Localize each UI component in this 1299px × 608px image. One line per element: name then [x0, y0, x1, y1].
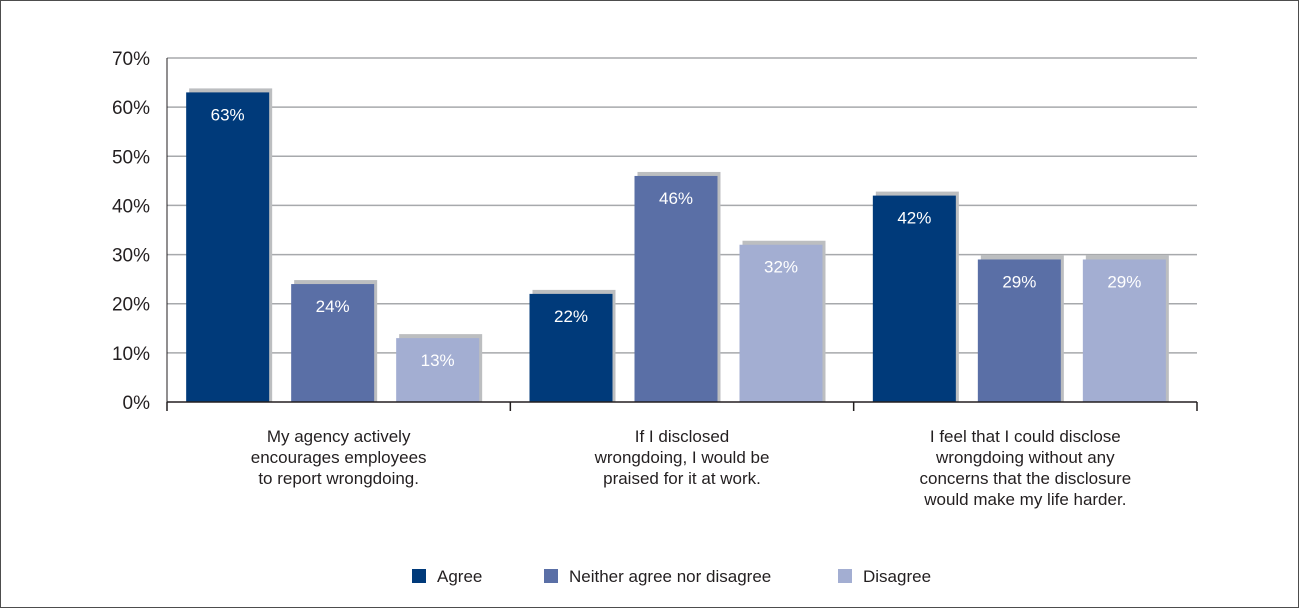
bar	[396, 338, 480, 402]
legend-label: Disagree	[863, 567, 931, 586]
bar	[739, 244, 823, 402]
y-axis-ticks: 0% 10% 20% 30% 40% 50% 60% 70%	[112, 49, 150, 414]
category-label: My agency actively encourages employees to…	[251, 427, 427, 488]
y-tick-label: 20%	[112, 295, 150, 316]
y-tick-label: 50%	[112, 147, 150, 168]
bars: 63% 24% 13% 22% 46% 32% 42% 29% 29%	[186, 88, 1169, 403]
data-label: 24%	[316, 297, 350, 316]
data-label: 22%	[554, 307, 588, 326]
data-label: 42%	[897, 209, 931, 228]
bar	[977, 259, 1061, 402]
data-label: 29%	[1107, 272, 1141, 291]
y-tick-label: 30%	[112, 246, 150, 267]
data-label: 63%	[211, 105, 245, 124]
bar	[186, 92, 270, 403]
legend-label: Neither agree nor disagree	[569, 567, 771, 586]
legend-swatch	[838, 569, 852, 583]
y-tick-label: 70%	[112, 49, 150, 70]
category-labels: My agency actively encourages employees to…	[251, 427, 1131, 509]
bar	[291, 284, 375, 402]
y-tick-label: 60%	[112, 98, 150, 119]
bar	[634, 175, 718, 402]
data-label: 32%	[764, 258, 798, 277]
legend-label: Agree	[437, 567, 482, 586]
y-tick-label: 0%	[123, 393, 151, 414]
y-tick-label: 10%	[112, 344, 150, 365]
legend-swatch	[544, 569, 558, 583]
data-label: 29%	[1002, 272, 1036, 291]
category-label: If I disclosed wrongdoing, I would be prai…	[594, 427, 770, 488]
y-tick-label: 40%	[112, 196, 150, 217]
bar	[529, 293, 613, 402]
legend: Agree Neither agree nor disagree Disagree	[412, 567, 931, 586]
category-label: I feel that I could disclose wrongdoing w…	[919, 427, 1131, 509]
legend-swatch	[412, 569, 426, 583]
bar	[872, 195, 956, 402]
x-axis	[166, 58, 1198, 411]
bar	[1082, 259, 1166, 402]
data-label: 13%	[421, 351, 455, 370]
data-label: 46%	[659, 189, 693, 208]
